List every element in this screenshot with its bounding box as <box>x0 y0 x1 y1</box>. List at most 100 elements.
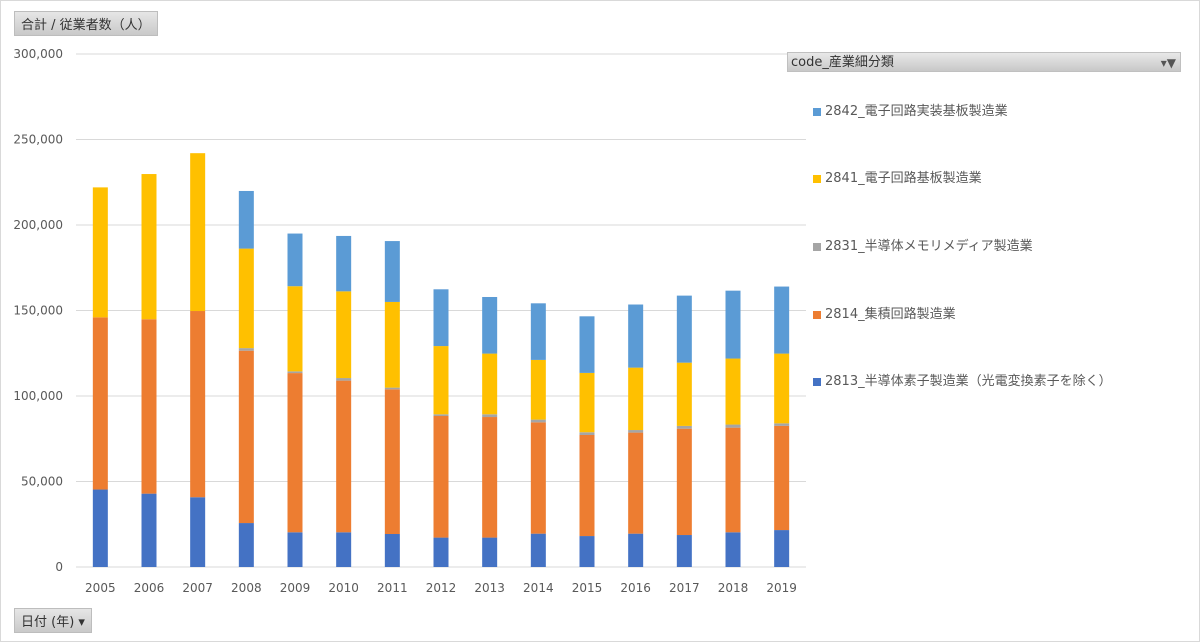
bar-segment <box>190 497 206 567</box>
y-tick-label: 150,000 <box>13 304 63 318</box>
legend-field-button[interactable]: code_産業細分類 ▾▼ <box>787 52 1181 72</box>
bar-segment <box>92 489 108 567</box>
bar-segment <box>141 493 157 567</box>
filter-icon[interactable]: ▾▼ <box>1160 56 1176 70</box>
bar-segment <box>725 290 741 359</box>
legend-label: 2841_電子回路基板製造業 <box>825 171 982 186</box>
legend-label: 2813_半導体素子製造業（光電変換素子を除く） <box>825 374 1112 389</box>
bar-segment <box>725 427 741 533</box>
bar-segment <box>238 350 254 524</box>
bar-segment <box>482 296 498 354</box>
bar-segment <box>676 425 692 429</box>
bar-segment <box>530 422 546 534</box>
bar-segment <box>628 304 644 368</box>
legend-label: 2842_電子回路実装基板製造業 <box>825 104 1008 119</box>
bar-segment <box>238 348 254 351</box>
bar-segment <box>628 367 644 431</box>
bar-segment <box>725 532 741 567</box>
x-tick-label: 2007 <box>182 581 213 595</box>
bar-segment <box>482 414 498 418</box>
bar-segment <box>579 432 595 435</box>
y-tick-label: 200,000 <box>13 218 63 232</box>
bar-segment <box>433 414 449 417</box>
legend-item[interactable]: 2814_集積回路製造業 <box>813 303 956 322</box>
x-tick-label: 2014 <box>523 581 554 595</box>
bar-segment <box>774 425 790 531</box>
bar-segment <box>725 424 741 428</box>
legend-swatch <box>813 377 821 386</box>
bar-segment <box>628 430 644 433</box>
bar-segment <box>190 153 206 312</box>
bar-segment <box>238 190 254 249</box>
bar-segment <box>676 362 692 426</box>
bar-segment <box>579 536 595 567</box>
bar-segment <box>384 301 400 388</box>
bar-segment <box>336 291 352 379</box>
legend-label: 2831_半導体メモリメディア製造業 <box>825 239 1033 254</box>
bar-segment <box>287 373 303 533</box>
bar-segment <box>530 303 546 360</box>
y-tick-label: 50,000 <box>21 475 63 489</box>
bar-segment <box>725 358 741 425</box>
bar-segment <box>336 380 352 533</box>
x-tick-label: 2011 <box>377 581 408 595</box>
bar-segment <box>628 533 644 567</box>
y-tick-label: 300,000 <box>13 47 63 61</box>
bar-segment <box>384 387 400 390</box>
bar-segment <box>92 317 108 490</box>
bar-segment <box>579 434 595 537</box>
legend-item[interactable]: 2842_電子回路実装基板製造業 <box>813 100 1008 119</box>
x-tick-label: 2018 <box>718 581 749 595</box>
axis-field-label: 日付 (年) <box>21 615 75 630</box>
legend-label: 2814_集積回路製造業 <box>825 307 956 322</box>
legend-item[interactable]: 2841_電子回路基板製造業 <box>813 167 982 186</box>
bar-segment <box>384 389 400 534</box>
bar-segment <box>482 353 498 415</box>
y-tick-label: 250,000 <box>13 133 63 147</box>
x-tick-label: 2016 <box>620 581 651 595</box>
bar-segment <box>579 316 595 373</box>
bar-segment <box>92 187 108 318</box>
legend-swatch <box>813 174 821 183</box>
x-tick-label: 2006 <box>134 581 165 595</box>
bar-segment <box>190 311 206 498</box>
legend-item[interactable]: 2813_半導体素子製造業（光電変換素子を除く） <box>813 370 1112 389</box>
legend-item[interactable]: 2831_半導体メモリメディア製造業 <box>813 235 1033 254</box>
bar-segment <box>482 417 498 538</box>
dropdown-arrow-icon: ▾ <box>78 615 85 630</box>
bar-segment <box>628 432 644 534</box>
bar-segment <box>676 535 692 567</box>
x-tick-label: 2005 <box>85 581 116 595</box>
bar-segment <box>336 378 352 381</box>
bar-segment <box>433 537 449 567</box>
bar-segment <box>530 533 546 567</box>
legend-swatch <box>813 107 821 116</box>
y-tick-label: 0 <box>55 560 63 574</box>
bar-segment <box>287 233 303 287</box>
x-tick-label: 2013 <box>474 581 505 595</box>
legend-swatch <box>813 310 821 319</box>
bar-segment <box>384 241 400 302</box>
value-field-button[interactable]: 合計 / 従業者数（人） <box>14 11 158 36</box>
x-tick-label: 2019 <box>766 581 797 595</box>
axis-field-button[interactable]: 日付 (年) ▾ <box>14 608 92 633</box>
legend-field-label: code_産業細分類 <box>791 55 894 70</box>
bar-segment <box>433 416 449 538</box>
bar-segment <box>141 174 157 320</box>
bar-segment <box>287 371 303 374</box>
bar-segment <box>530 359 546 420</box>
bar-segment <box>433 346 449 415</box>
bar-segment <box>676 295 692 363</box>
bar-segment <box>238 248 254 349</box>
bar-segment <box>336 532 352 567</box>
bar-segment <box>433 289 449 347</box>
bar-segment <box>336 235 352 292</box>
bar-segment <box>287 532 303 567</box>
bar-segment <box>141 319 157 494</box>
bar-segment <box>238 523 254 567</box>
x-tick-label: 2008 <box>231 581 262 595</box>
bar-segment <box>774 286 790 354</box>
bar-segment <box>774 353 790 424</box>
